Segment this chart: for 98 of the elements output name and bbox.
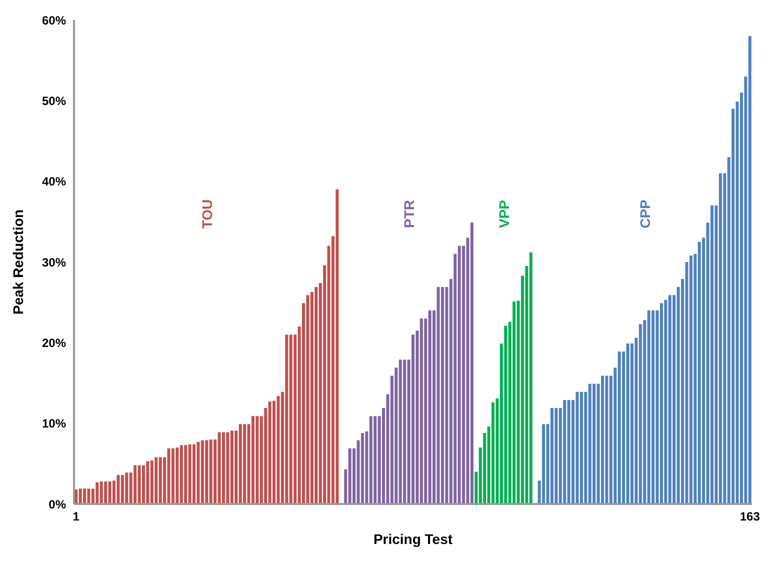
bar: [580, 392, 583, 504]
y-tick-label: 30%: [42, 255, 66, 270]
bar: [222, 432, 225, 504]
bar: [256, 416, 259, 504]
bar: [638, 324, 642, 504]
bar: [104, 481, 108, 504]
text: TOU: [198, 198, 215, 228]
x-tick-label: 163: [740, 510, 760, 524]
x-tick-label: 1: [72, 510, 80, 524]
bar: [336, 189, 339, 504]
bar: [192, 444, 196, 504]
bar: [205, 440, 208, 504]
bar: [184, 445, 188, 504]
y-tick-label: 50%: [42, 94, 66, 108]
bar: [268, 402, 272, 504]
bar: [108, 481, 112, 504]
bar: [285, 334, 288, 504]
bar: [605, 376, 608, 504]
bar: [492, 402, 495, 504]
bar: [348, 448, 352, 504]
bar: [652, 310, 655, 504]
bar: [554, 408, 558, 504]
x-axis-title: Pricing Test: [373, 531, 453, 547]
bar: [512, 302, 516, 504]
bar: [150, 460, 154, 504]
bar: [647, 310, 650, 504]
bar: [314, 287, 318, 504]
bar: [209, 439, 212, 504]
bar: [154, 457, 158, 504]
bar: [618, 352, 621, 504]
bar: [360, 433, 364, 504]
bar: [142, 465, 145, 504]
bar: [567, 400, 570, 504]
text: VPP: [496, 200, 512, 228]
bar: [458, 246, 461, 504]
bar: [176, 448, 179, 504]
bar: [369, 416, 372, 504]
bar: [420, 318, 423, 504]
bar: [158, 457, 162, 504]
bar: [180, 445, 183, 504]
bar: [374, 416, 377, 504]
bar: [668, 295, 672, 504]
bar: [440, 287, 444, 504]
bar: [403, 360, 406, 504]
bar: [243, 424, 246, 504]
bar: [125, 472, 128, 504]
bar: [504, 326, 508, 504]
y-axis-title: Peak Reduction: [10, 209, 26, 315]
bar: [576, 392, 579, 504]
bar: [218, 432, 221, 504]
bar: [600, 376, 604, 504]
bar: [226, 432, 230, 504]
bar: [196, 442, 200, 504]
bar: [411, 334, 414, 504]
bar: [167, 448, 170, 504]
y-tick-label: 10%: [42, 416, 66, 431]
bar: [188, 444, 192, 504]
y-tick-label: 0%: [48, 497, 66, 512]
bar: [276, 396, 280, 504]
bar: [87, 488, 90, 504]
bar: [171, 448, 174, 504]
bar: [398, 360, 402, 504]
bar: [748, 36, 752, 504]
bar: [550, 408, 554, 504]
bar: [626, 343, 630, 504]
bar: [592, 384, 596, 504]
bar: [289, 334, 292, 504]
bar: [542, 424, 546, 504]
bar: [230, 430, 234, 504]
bar: [718, 173, 722, 504]
bar: [306, 295, 310, 504]
bar: [698, 242, 701, 504]
text: PTR: [400, 200, 417, 228]
bar: [120, 474, 124, 504]
bar: [138, 465, 141, 504]
text: CPP: [636, 199, 653, 228]
bar: [238, 424, 242, 504]
bar: [588, 384, 592, 504]
y-tick-label: 40%: [42, 174, 66, 189]
bar: [96, 482, 99, 504]
bar: [134, 465, 137, 504]
bar: [100, 481, 103, 504]
bar: [710, 206, 714, 504]
y-tick-label: 60%: [42, 13, 66, 28]
y-tick-label: 20%: [42, 336, 66, 350]
bar: [660, 303, 663, 504]
bar: [83, 488, 86, 504]
bar: [78, 488, 82, 504]
bar: [200, 440, 204, 504]
bar: [436, 287, 440, 504]
bar: [470, 222, 474, 504]
bar: [146, 461, 150, 504]
bar: [251, 416, 254, 504]
bar: [689, 256, 692, 504]
bar: [529, 252, 532, 504]
bar: [428, 310, 432, 504]
bar: [116, 474, 120, 504]
bar: [563, 400, 566, 504]
